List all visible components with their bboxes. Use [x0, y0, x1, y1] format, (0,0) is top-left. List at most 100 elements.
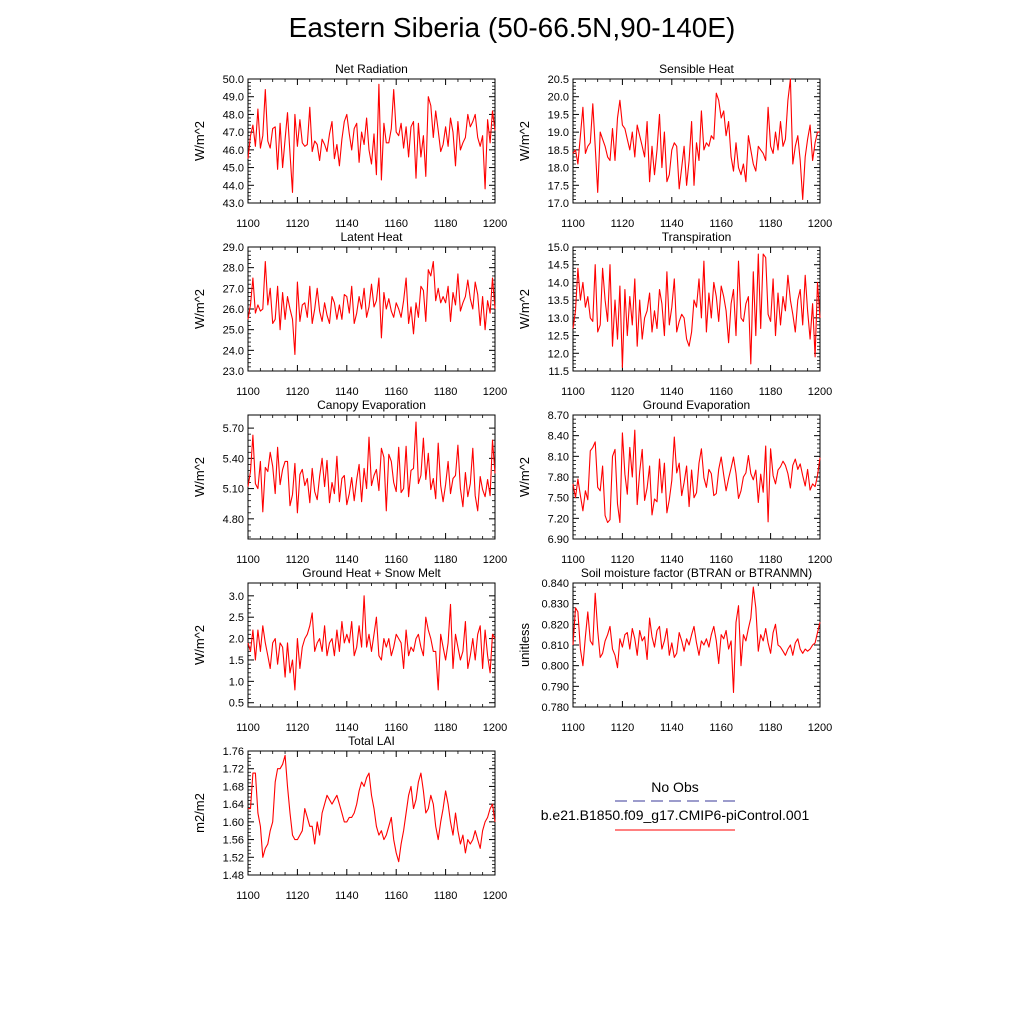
x-tick-label: 1200 — [483, 890, 507, 902]
x-tick-label: 1120 — [286, 890, 310, 902]
y-tick-label: 1.48 — [223, 870, 244, 882]
x-tick-label: 1180 — [434, 386, 458, 398]
x-tick-label: 1180 — [434, 890, 458, 902]
x-tick-label: 1160 — [384, 554, 408, 566]
y-tick-label: 2.5 — [229, 612, 244, 624]
x-tick-label: 1200 — [483, 554, 507, 566]
x-tick-label: 1180 — [434, 554, 458, 566]
y-tick-label: 49.0 — [223, 92, 244, 104]
x-tick-label: 1120 — [611, 218, 635, 230]
panel-title: Ground Evaporation — [643, 398, 750, 412]
legend-label-model: b.e21.B1850.f09_g17.CMIP6-piControl.001 — [541, 807, 810, 823]
panel-8: Soil moisture factor (BTRAN or BTRANMN) u… — [517, 566, 832, 734]
panel-3: Latent Heat W/m^2 23.0 24.0 25.0 26.0 27.0 28.0… — [192, 230, 507, 398]
panel-title: Ground Heat + Snow Melt — [302, 566, 441, 580]
x-tick-label: 1160 — [384, 386, 408, 398]
series-line — [247, 595, 496, 691]
x-tick-label: 1140 — [660, 554, 684, 566]
y-tick-label: 4.80 — [223, 514, 244, 526]
series-line — [247, 421, 496, 514]
x-tick-label: 1100 — [236, 386, 260, 398]
x-tick-label: 1160 — [709, 386, 733, 398]
y-tick-label: 45.0 — [223, 163, 244, 175]
y-tick-label: 20.5 — [548, 74, 569, 86]
x-tick-label: 1140 — [335, 218, 359, 230]
y-axis-label: W/m^2 — [517, 457, 532, 497]
panel-2: Sensible Heat W/m^2 17.0 17.5 18.0 18.5 19.0 19… — [517, 62, 832, 230]
panel-title: Net Radiation — [335, 62, 408, 76]
panel-1: Net Radiation W/m^2 43.0 44.0 45.0 46.0 47.0 48… — [192, 62, 507, 230]
x-tick-label: 1160 — [709, 218, 733, 230]
y-axis-label: W/m^2 — [192, 625, 207, 665]
x-tick-label: 1140 — [660, 386, 684, 398]
y-tick-label: 5.70 — [223, 423, 244, 435]
y-tick-label: 15.0 — [548, 242, 569, 254]
x-tick-label: 1120 — [286, 386, 310, 398]
y-tick-label: 5.10 — [223, 484, 244, 496]
panel-title: Canopy Evaporation — [317, 398, 426, 412]
y-tick-label: 1.56 — [223, 835, 244, 847]
y-tick-label: 13.0 — [548, 313, 569, 325]
y-tick-label: 1.76 — [223, 746, 244, 758]
x-tick-label: 1120 — [611, 554, 635, 566]
x-tick-label: 1140 — [335, 722, 359, 734]
series-line — [247, 83, 496, 193]
panel-7: Ground Heat + Snow Melt W/m^2 0.5 1.0 1.5 2.0… — [192, 566, 507, 734]
y-tick-label: 8.10 — [548, 451, 569, 463]
y-tick-label: 0.800 — [541, 661, 569, 673]
plot-frame — [247, 246, 496, 372]
y-tick-label: 19.5 — [548, 109, 569, 121]
x-tick-label: 1160 — [384, 722, 408, 734]
y-tick-label: 0.810 — [541, 640, 569, 652]
y-tick-label: 17.5 — [548, 180, 569, 192]
y-tick-label: 44.0 — [223, 180, 244, 192]
x-tick-label: 1160 — [709, 554, 733, 566]
y-tick-label: 0.830 — [541, 599, 569, 611]
y-tick-label: 0.820 — [541, 619, 569, 631]
y-tick-label: 0.790 — [541, 681, 569, 693]
x-tick-label: 1160 — [384, 890, 408, 902]
y-tick-label: 0.840 — [541, 578, 569, 590]
series-line — [247, 260, 496, 356]
x-tick-label: 1120 — [286, 218, 310, 230]
x-tick-label: 1200 — [808, 722, 832, 734]
y-tick-label: 6.90 — [548, 534, 569, 546]
y-tick-label: 11.5 — [548, 366, 569, 378]
series-line — [248, 754, 496, 863]
y-tick-label: 23.0 — [223, 366, 244, 378]
y-tick-label: 12.5 — [548, 331, 569, 343]
x-tick-label: 1120 — [611, 386, 635, 398]
y-tick-label: 50.0 — [223, 74, 244, 86]
x-tick-label: 1200 — [808, 554, 832, 566]
x-tick-label: 1140 — [335, 386, 359, 398]
y-tick-label: 7.80 — [548, 472, 569, 484]
panel-9: Total LAI m2/m2 1.48 1.52 1.56 1.60 1.64 1.68 1.… — [192, 734, 507, 902]
x-tick-label: 1200 — [483, 722, 507, 734]
x-tick-label: 1160 — [709, 722, 733, 734]
legend: No Obs b.e21.B1850.f09_g17.CMIP6-piContro… — [541, 779, 810, 831]
y-tick-label: 48.0 — [223, 109, 244, 121]
x-tick-label: 1100 — [236, 554, 260, 566]
x-tick-label: 1100 — [236, 722, 260, 734]
y-tick-label: 7.50 — [548, 493, 569, 505]
y-tick-label: 1.64 — [223, 799, 244, 811]
y-tick-label: 3.0 — [229, 591, 244, 603]
y-axis-label: W/m^2 — [517, 289, 532, 329]
y-tick-label: 7.20 — [548, 513, 569, 525]
x-tick-label: 1160 — [384, 218, 408, 230]
y-tick-label: 18.0 — [548, 163, 569, 175]
x-tick-label: 1180 — [759, 554, 783, 566]
x-tick-label: 1200 — [483, 386, 507, 398]
x-tick-label: 1180 — [759, 218, 783, 230]
panel-title: Total LAI — [348, 734, 395, 748]
x-tick-label: 1140 — [660, 218, 684, 230]
x-tick-label: 1200 — [483, 218, 507, 230]
plot-frame — [247, 750, 496, 876]
y-tick-label: 47.0 — [223, 127, 244, 139]
x-tick-label: 1140 — [660, 722, 684, 734]
panel-6: Ground Evaporation W/m^2 6.90 7.20 7.50 7.80 8… — [517, 398, 832, 566]
y-tick-label: 1.68 — [223, 781, 244, 793]
y-tick-label: 1.0 — [229, 676, 244, 688]
y-tick-label: 14.0 — [548, 277, 569, 289]
